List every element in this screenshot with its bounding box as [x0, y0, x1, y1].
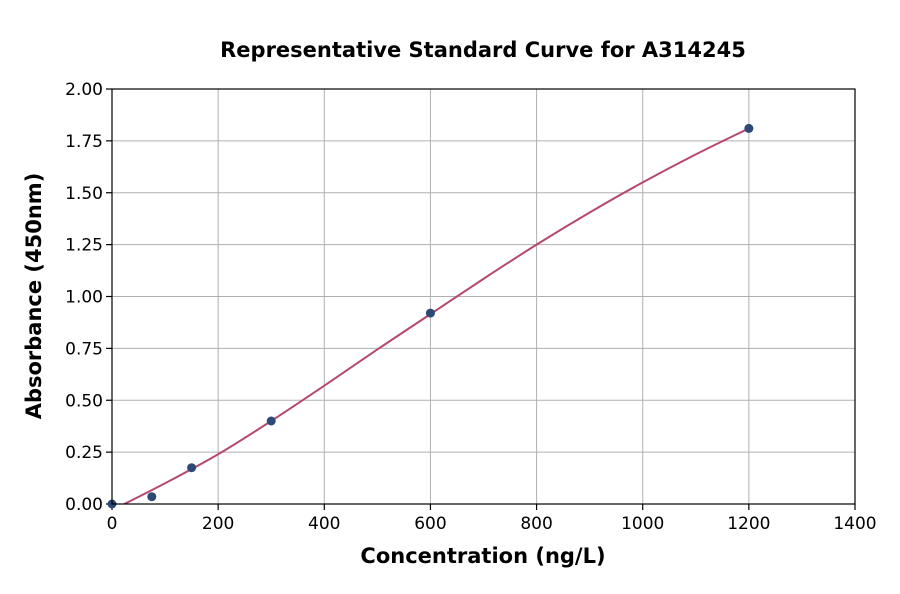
axis-ticks: 0 200 400 600 800 1000 1200 1400 0.00 0.25 0.50 0.7… [65, 80, 876, 534]
x-tick-label: 1000 [621, 514, 664, 534]
y-tick-label: 0.50 [65, 391, 103, 411]
grid-lines [111, 88, 856, 505]
y-tick-label: 0.00 [65, 495, 103, 515]
data-point [266, 416, 276, 426]
data-point [425, 308, 435, 318]
x-tick-label: 800 [520, 514, 552, 534]
x-tick-label: 200 [202, 514, 234, 534]
data-point [744, 123, 754, 133]
y-tick-label: 0.75 [65, 339, 103, 359]
x-tick-label: 0 [107, 514, 118, 534]
y-tick-label: 1.75 [65, 132, 103, 152]
x-tick-label: 600 [414, 514, 446, 534]
x-tick-label: 400 [308, 514, 340, 534]
chart-title: Representative Standard Curve for A31424… [220, 38, 746, 62]
data-point [187, 463, 197, 473]
x-tick-label: 1400 [833, 514, 876, 534]
y-tick-label: 0.25 [65, 443, 103, 463]
data-points-layer [107, 123, 754, 509]
y-tick-label: 1.50 [65, 184, 103, 204]
x-axis-label: Concentration (ng/L) [360, 544, 605, 568]
data-point [147, 492, 157, 502]
x-tick-label: 1200 [727, 514, 770, 534]
plot-frame [111, 88, 856, 505]
y-tick-label: 1.25 [65, 236, 103, 256]
y-tick-label: 1.00 [65, 288, 103, 308]
y-tick-label: 2.00 [65, 80, 103, 100]
y-axis-label: Absorbance (450nm) [22, 173, 46, 420]
